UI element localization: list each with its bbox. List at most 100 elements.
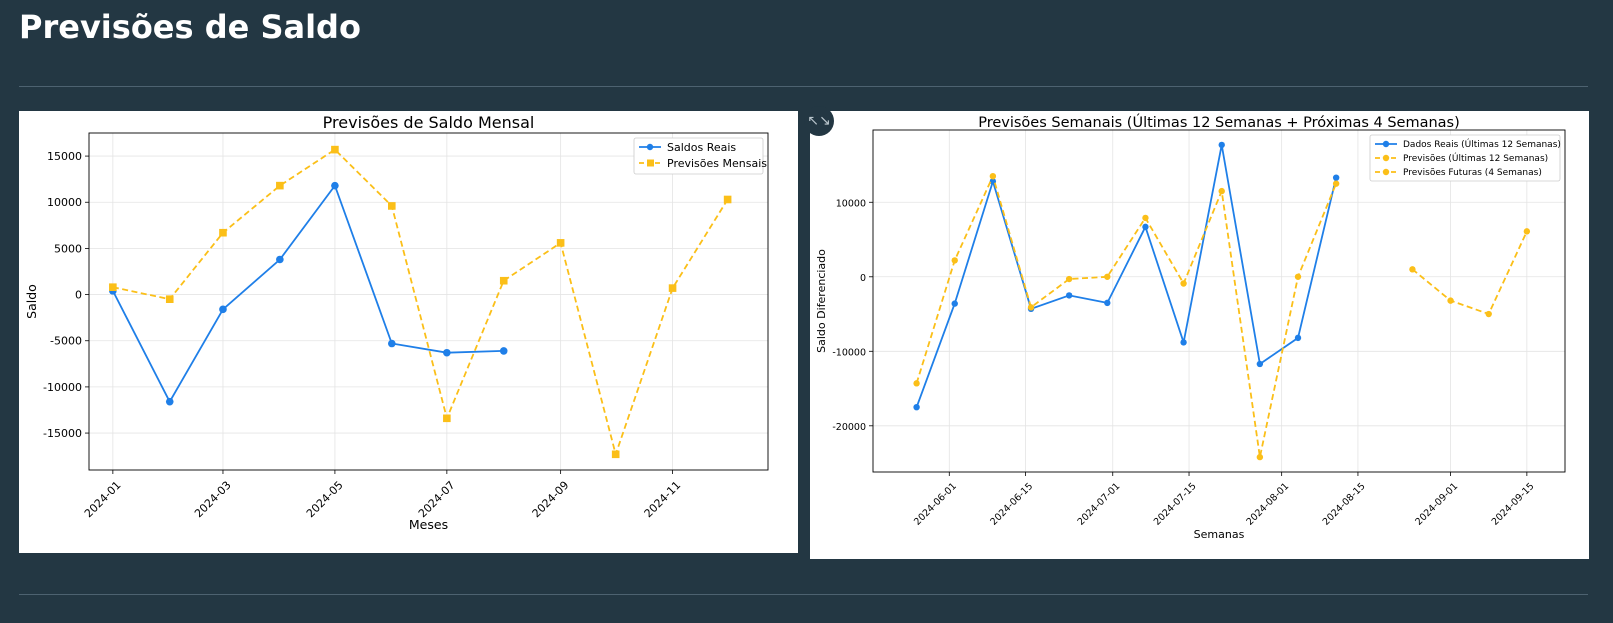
data-point xyxy=(1065,292,1073,299)
x-tick-label: 2024-07-01 xyxy=(1076,481,1123,528)
y-tick-label: -15000 xyxy=(43,427,82,440)
weekly-forecast-chart: Previsões Semanais (Últimas 12 Semanas +… xyxy=(815,113,1566,541)
x-tick-label: 2024-09-15 xyxy=(1490,481,1537,528)
legend-box xyxy=(1369,134,1561,182)
x-tick-label: 2024-08-01 xyxy=(1244,481,1291,528)
y-tick-label: 0 xyxy=(75,289,82,302)
expand-chart-icon[interactable]: ↖↘ xyxy=(804,106,834,136)
data-point xyxy=(1218,141,1225,149)
monthly-chart-panel: Previsões de Saldo Mensal -15000 -10000 -50… xyxy=(19,111,798,553)
chart-title: Previsões de Saldo Mensal xyxy=(323,113,535,132)
data-point xyxy=(1523,228,1531,235)
y-tick-label: 10000 xyxy=(47,196,82,209)
data-point xyxy=(1256,360,1264,368)
data-point xyxy=(1294,334,1302,342)
x-axis-label: Meses xyxy=(409,517,448,532)
data-point xyxy=(1485,310,1492,318)
header-divider xyxy=(19,86,1588,87)
data-point xyxy=(443,414,451,423)
data-point xyxy=(1142,214,1149,222)
plot-frame xyxy=(88,132,769,471)
plot-frame xyxy=(872,129,1566,473)
data-point xyxy=(723,195,732,204)
data-point xyxy=(331,181,339,190)
data-point xyxy=(276,255,284,264)
series-line-0 xyxy=(915,144,1337,408)
y-tick-label: 15000 xyxy=(47,150,82,163)
data-point xyxy=(668,284,677,292)
page-title: Previsões de Saldo xyxy=(19,8,361,46)
series-line-1 xyxy=(112,148,729,458)
x-tick-label: 2024-09 xyxy=(530,479,572,521)
data-point xyxy=(951,300,958,307)
x-tick-label: 2024-11 xyxy=(642,479,684,521)
series-line-0 xyxy=(112,183,504,404)
data-point xyxy=(165,397,174,406)
data-point xyxy=(1180,339,1187,346)
data-point xyxy=(1447,297,1454,304)
legend-label: Previsões Futuras (4 Semanas) xyxy=(1403,168,1542,178)
legend-label: Previsões Mensais xyxy=(667,157,767,170)
x-tick-label: 2024-01 xyxy=(82,479,124,521)
data-point xyxy=(1218,187,1225,195)
series-line-2 xyxy=(1411,230,1528,316)
y-axis-label: Saldo Diferenciado xyxy=(815,249,828,353)
x-tick-label: 2024-03 xyxy=(192,479,234,521)
y-tick-label: 5000 xyxy=(54,242,82,255)
x-axis-label: Semanas xyxy=(1194,528,1245,541)
data-point xyxy=(1104,273,1111,280)
x-tick-label: 2024-07-15 xyxy=(1152,481,1199,528)
data-point xyxy=(951,257,958,264)
data-point xyxy=(331,145,339,154)
data-point xyxy=(1256,453,1264,461)
data-point xyxy=(276,181,284,190)
data-point xyxy=(1027,304,1035,311)
data-point xyxy=(1065,275,1073,283)
data-point xyxy=(611,450,620,459)
x-tick-label: 2024-09-01 xyxy=(1413,481,1460,528)
data-point xyxy=(1409,266,1416,273)
legend-box xyxy=(633,137,764,175)
x-tick-label: 2024-06-01 xyxy=(912,481,959,528)
legend-marker xyxy=(1382,154,1390,162)
data-point xyxy=(499,276,508,285)
data-point xyxy=(1104,299,1111,307)
y-tick-label: -10000 xyxy=(832,347,866,358)
legend-marker xyxy=(1382,168,1390,176)
y-tick-label: -20000 xyxy=(832,422,866,433)
legend-marker xyxy=(646,143,654,151)
data-point xyxy=(1294,273,1302,280)
data-point xyxy=(443,348,451,357)
legend-label: Previsões (Últimas 12 Semanas) xyxy=(1403,152,1548,164)
data-point xyxy=(913,403,920,411)
footer-divider xyxy=(19,594,1588,595)
data-point xyxy=(499,347,508,355)
data-point xyxy=(219,228,227,237)
data-point xyxy=(1332,180,1340,187)
data-point xyxy=(165,295,174,303)
weekly-chart-panel: Previsões Semanais (Últimas 12 Semanas +… xyxy=(810,111,1589,559)
data-point xyxy=(387,339,396,348)
data-point xyxy=(387,202,396,210)
x-tick-label: 2024-05 xyxy=(304,479,346,521)
data-point xyxy=(913,380,920,387)
x-tick-label: 2024-08-15 xyxy=(1321,481,1368,528)
series-line-1 xyxy=(915,173,1337,458)
data-point xyxy=(1332,174,1340,181)
data-point xyxy=(1142,223,1149,231)
legend-marker xyxy=(1382,140,1390,148)
x-tick-label: 2024-07 xyxy=(416,479,458,521)
legend-marker xyxy=(647,159,654,167)
legend-label: Dados Reais (Últimas 12 Semanas) xyxy=(1403,138,1561,150)
x-tick-label: 2024-06-15 xyxy=(988,481,1035,528)
chart-title: Previsões Semanais (Últimas 12 Semanas +… xyxy=(978,113,1460,131)
data-point xyxy=(1180,280,1187,287)
data-point xyxy=(109,283,117,291)
y-tick-label: -10000 xyxy=(43,381,82,394)
data-point xyxy=(556,239,565,247)
y-tick-label: -5000 xyxy=(50,335,82,348)
data-point xyxy=(219,305,227,314)
legend-label: Saldos Reais xyxy=(667,141,736,154)
data-point xyxy=(989,172,997,180)
monthly-forecast-chart: Previsões de Saldo Mensal -15000 -10000 -50… xyxy=(24,113,769,532)
